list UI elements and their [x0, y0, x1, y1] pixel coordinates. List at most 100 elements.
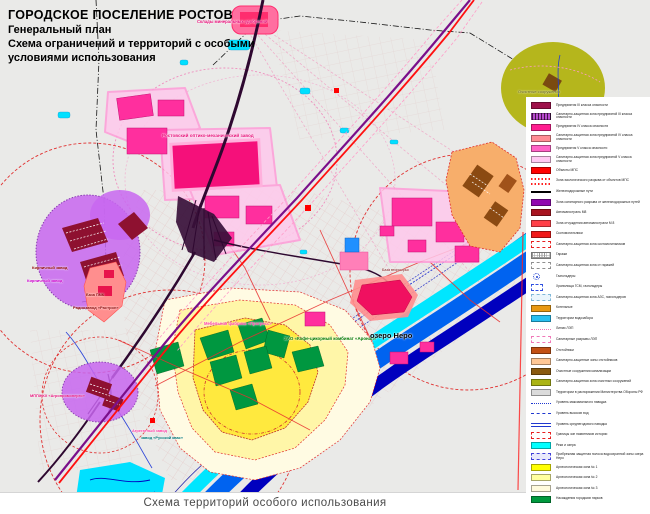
swatch-power-line-gaps	[531, 336, 551, 344]
title-line-1: ГОРОДСКОЕ ПОСЕЛЕНИЕ РОСТОВ	[8, 8, 233, 22]
swatch-sewage-treatment	[531, 368, 551, 376]
legend-label: Уровень высоких вод	[556, 411, 589, 416]
legend-label: Котельные	[556, 305, 573, 310]
legend-label: Железнодорожные пути	[556, 188, 593, 193]
title-line-4: условиями использования	[8, 52, 156, 64]
swatch-max-flood-level	[531, 402, 551, 404]
legend-item: Отстойники	[531, 346, 647, 354]
legend-label: Автомагистраль М8	[556, 210, 587, 215]
swatch-szz-class-3	[531, 112, 551, 120]
swatch-defense-ministry	[531, 389, 551, 397]
swatch-mps-gap-zone	[531, 177, 551, 185]
legend-label: Санитарные разрывы ЛЭП	[556, 337, 598, 342]
legend-item: Территории в распоряжении Министерства О…	[531, 389, 647, 397]
legend-item: Линии ЛЭП	[531, 326, 647, 333]
legend-label: Прибрежная защитная полоса водоохранной …	[556, 451, 644, 460]
swatch-railway-gap-zone	[531, 198, 551, 206]
swatch-garages	[531, 251, 551, 259]
legend-label: Территории водозабора	[556, 315, 593, 320]
swatch-garages-szz	[531, 262, 551, 270]
swatch-archeo-zone-2	[531, 474, 551, 482]
legend-label: Объекты МПС	[556, 167, 579, 172]
legend-item: Зона отчуждения автомагистрали М 8	[531, 220, 647, 228]
legend-item: Железнодорожные пути	[531, 188, 647, 195]
legend-item: Предприятия V класса опасности	[531, 145, 647, 153]
szz-ellipse-industry-2	[124, 74, 396, 286]
legend-label: Границы зон памятников истории	[556, 432, 608, 437]
legend-panel: Предприятия III класса опасности Санитарн…	[526, 97, 650, 507]
swatch-settling-tanks-szz	[531, 357, 551, 365]
lake-edge-boundary	[517, 231, 524, 491]
swatch-azs-szz	[531, 294, 551, 302]
legend-item: Уровень максимального паводка	[531, 400, 647, 407]
swatch-enterprise-class-4	[531, 123, 551, 131]
legend-item: Газгольдеры	[531, 273, 647, 281]
legend-item: Прибрежная защитная полоса водоохранной …	[531, 451, 647, 461]
swatch-highway-m8-zone	[531, 220, 551, 228]
swatch-railway	[531, 191, 551, 193]
swatch-settling-tanks	[531, 346, 551, 354]
legend-label: Очистные сооружения канализации	[556, 368, 612, 373]
legend-item: Скотомогильники	[531, 230, 647, 238]
swatch-gasholders	[531, 273, 551, 281]
legend-item: Санитарно-защитная зона АЗС, газгольдеро…	[531, 294, 647, 302]
legend-label: Археологическая зона № 2	[556, 475, 598, 480]
swatch-archeo-zone-3	[531, 485, 551, 493]
legend-label: Газгольдеры	[556, 273, 576, 278]
legend-item: Гаражи	[531, 251, 647, 259]
swatch-szz-class-5	[531, 156, 551, 164]
legend-item: Территории водозабора	[531, 315, 647, 323]
swatch-enterprise-class-3	[531, 102, 551, 109]
legend-label: Отстойники	[556, 347, 574, 352]
legend-label: Уровень максимального паводка	[556, 400, 607, 405]
swatch-shore-protection	[531, 453, 551, 461]
legend-item: Реки и озера	[531, 442, 647, 450]
legend-item: Санитарно-защитная зона от гаражей	[531, 262, 647, 270]
legend-item: Санитарные разрывы ЛЭП	[531, 336, 647, 344]
swatch-szz-class-4	[531, 134, 551, 142]
swatch-high-water-level	[531, 413, 551, 415]
legend-label: Линии ЛЭП	[556, 326, 574, 331]
legend-label: Насаждения городских парков	[556, 496, 603, 501]
swatch-city-parks	[531, 495, 551, 503]
swatch-cattle-burial-szz	[531, 241, 551, 249]
szz-circle-station	[41, 336, 159, 454]
legend-label: Археологическая зона № 3	[556, 485, 598, 490]
legend-item: Предприятия III класса опасности	[531, 102, 647, 109]
swatch-enterprise-class-5	[531, 145, 551, 153]
legend-label: Территории в распоряжении Министерства О…	[556, 389, 643, 394]
swatch-water-intake	[531, 315, 551, 323]
legend-item: Зона экологического разрыва от объектов …	[531, 177, 647, 185]
swatch-sewage-treatment-szz	[531, 378, 551, 386]
legend-label: Зона экологического разрыва от объектов …	[556, 178, 630, 183]
swatch-rivers-lakes	[531, 442, 551, 450]
swatch-highway-m8	[531, 209, 551, 217]
legend-item: Объекты МПС	[531, 167, 647, 175]
legend-item: Предприятия IV класса опасности	[531, 123, 647, 131]
legend-label: Зона санитарного разрыва от железнодорож…	[556, 199, 640, 204]
legend-label: Предприятия V класса опасности	[556, 146, 608, 151]
legend-label: Хранилища ГСМ, газгольдеры	[556, 284, 603, 289]
legend-label: Санитарно-защитная зона предприятий III …	[556, 111, 633, 120]
legend-item: Автомагистраль М8	[531, 209, 647, 217]
swatch-fuel-storage	[531, 283, 543, 291]
legend-item: Насаждения городских парков	[531, 495, 647, 503]
legend-label: Гаражи	[556, 252, 568, 257]
legend-item: Зона санитарного разрыва от железнодорож…	[531, 198, 647, 206]
class4-enterprises	[116, 93, 480, 365]
legend-label: Археологическая зона № 1	[556, 464, 598, 469]
legend-label: Предприятия IV класса опасности	[556, 124, 609, 129]
page-caption: Схема территорий особого использования	[143, 497, 387, 509]
legend-label: Реки и озера	[556, 442, 576, 447]
swatch-cattle-burial	[531, 230, 551, 238]
swatch-mps-objects	[531, 167, 551, 175]
lakeside-plant	[339, 237, 418, 321]
ponds	[57, 39, 399, 255]
legend-item: Санитарно-защитные зоны отстойников	[531, 357, 647, 365]
legend-label: Санитарно-защитная зона очистных сооруже…	[556, 379, 632, 384]
legend-label: Санитарно-защитная зона предприятий V кл…	[556, 155, 632, 163]
railway	[37, 0, 391, 483]
legend-item: Очистные сооружения канализации	[531, 368, 647, 376]
swatch-archeo-zone-1	[531, 463, 551, 471]
